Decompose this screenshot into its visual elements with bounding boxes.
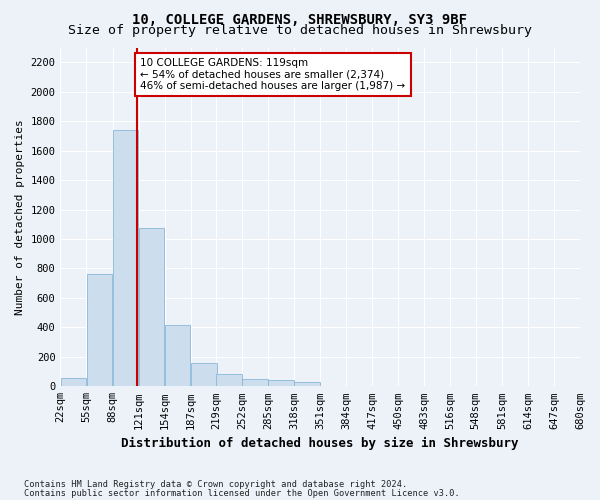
Bar <box>61 378 86 386</box>
Bar <box>165 325 190 386</box>
Text: Contains public sector information licensed under the Open Government Licence v3: Contains public sector information licen… <box>24 489 460 498</box>
X-axis label: Distribution of detached houses by size in Shrewsbury: Distribution of detached houses by size … <box>121 437 519 450</box>
Bar <box>87 274 112 386</box>
Bar <box>139 228 164 386</box>
Bar <box>295 382 320 386</box>
Text: Size of property relative to detached houses in Shrewsbury: Size of property relative to detached ho… <box>68 24 532 37</box>
Bar <box>113 130 139 386</box>
Bar <box>242 380 268 386</box>
Bar <box>268 380 294 386</box>
Y-axis label: Number of detached properties: Number of detached properties <box>15 119 25 314</box>
Text: Contains HM Land Registry data © Crown copyright and database right 2024.: Contains HM Land Registry data © Crown c… <box>24 480 407 489</box>
Bar <box>216 374 242 386</box>
Bar <box>191 362 217 386</box>
Text: 10 COLLEGE GARDENS: 119sqm
← 54% of detached houses are smaller (2,374)
46% of s: 10 COLLEGE GARDENS: 119sqm ← 54% of deta… <box>140 58 405 91</box>
Text: 10, COLLEGE GARDENS, SHREWSBURY, SY3 9BF: 10, COLLEGE GARDENS, SHREWSBURY, SY3 9BF <box>133 12 467 26</box>
